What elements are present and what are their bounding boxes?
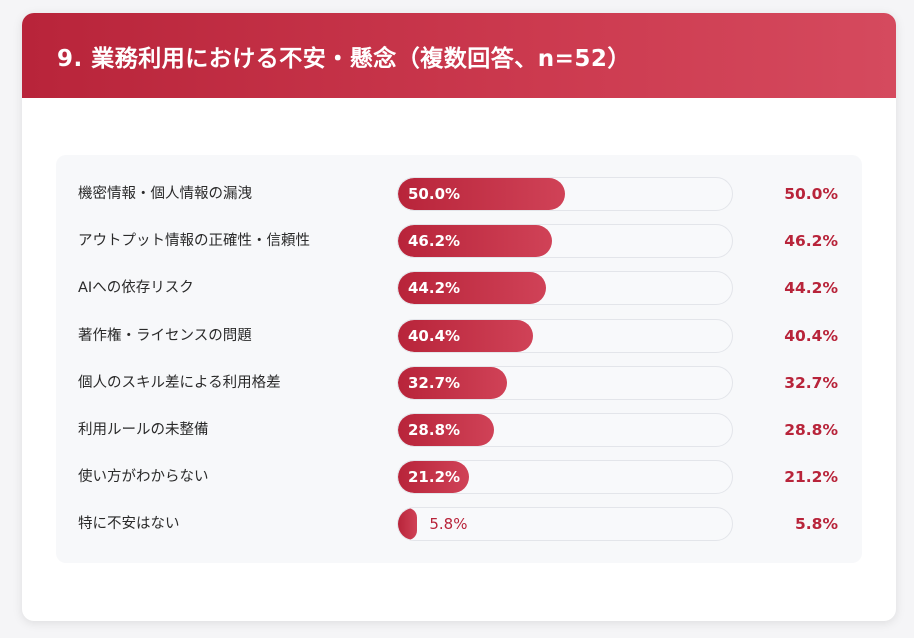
chart-header: 9. 業務利用における不安・懸念（複数回答、n=52）	[22, 13, 896, 98]
bar	[398, 178, 565, 210]
bar-value-label: 44.2%	[408, 279, 461, 298]
bar-row: 利用ルールの未整備 28.8% 28.8%	[56, 413, 862, 447]
bar-row: 機密情報・個人情報の漏洩 50.0% 50.0%	[56, 177, 862, 211]
category-label: 個人のスキル差による利用格差	[78, 374, 281, 391]
bar-row: 特に不安はない 5.8% 5.8%	[56, 507, 862, 542]
bar	[398, 461, 469, 494]
bar	[398, 366, 508, 399]
bar-value-label: 46.2%	[408, 232, 461, 251]
category-label: 使い方がわからない	[78, 469, 209, 486]
bar-track: 44.2%	[397, 271, 733, 306]
bar	[398, 225, 553, 258]
bar-row: 著作権・ライセンスの問題 40.4% 40.4%	[56, 318, 862, 353]
chart-title: 9. 業務利用における不安・懸念（複数回答、n=52）	[57, 45, 631, 72]
bar-value-label: 50.0%	[408, 185, 461, 203]
value-label: 28.8%	[784, 421, 838, 439]
bar-row: 個人のスキル差による利用格差 32.7% 32.7%	[56, 365, 862, 400]
bar	[398, 319, 533, 352]
value-label: 32.7%	[784, 373, 838, 392]
bar-track: 50.0%	[397, 177, 733, 211]
bar-track: 46.2%	[397, 224, 733, 259]
value-label: 46.2%	[784, 232, 838, 251]
chart-card: 9. 業務利用における不安・懸念（複数回答、n=52） 機密情報・個人情報の漏洩…	[22, 13, 896, 621]
bar	[398, 272, 546, 305]
value-label: 5.8%	[795, 515, 838, 534]
bar	[398, 414, 495, 446]
bar-value-label: 40.4%	[408, 326, 461, 345]
category-label: 特に不安はない	[78, 516, 180, 533]
category-label: AIへの依存リスク	[78, 280, 194, 297]
category-label: 機密情報・個人情報の漏洩	[78, 186, 252, 202]
value-label: 44.2%	[784, 279, 838, 298]
bar	[398, 508, 418, 541]
bar-row: 使い方がわからない 21.2% 21.2%	[56, 460, 862, 495]
bar-track: 28.8%	[397, 413, 733, 447]
value-label: 50.0%	[784, 185, 838, 203]
category-label: アウトプット情報の正確性・信頼性	[78, 233, 310, 250]
bar-track: 40.4%	[397, 318, 733, 353]
category-label: 著作権・ライセンスの問題	[78, 327, 252, 344]
value-label: 40.4%	[784, 326, 838, 345]
bar-track: 21.2%	[397, 460, 733, 495]
bar-track: 32.7%	[397, 365, 733, 400]
bar-row: AIへの依存リスク 44.2% 44.2%	[56, 271, 862, 306]
bar-chart-panel: 機密情報・個人情報の漏洩 50.0% 50.0% アウトプット情報の正確性・信頼性 46…	[56, 155, 862, 563]
bar-value-label: 32.7%	[408, 373, 461, 392]
category-label: 利用ルールの未整備	[78, 422, 209, 438]
bar-value-label: 5.8%	[429, 515, 468, 534]
bar-track: 5.8%	[397, 507, 733, 542]
bar-row: アウトプット情報の正確性・信頼性 46.2% 46.2%	[56, 224, 862, 259]
value-label: 21.2%	[784, 468, 838, 487]
bar-value-label: 28.8%	[408, 421, 461, 439]
bar-value-label: 21.2%	[408, 468, 461, 487]
